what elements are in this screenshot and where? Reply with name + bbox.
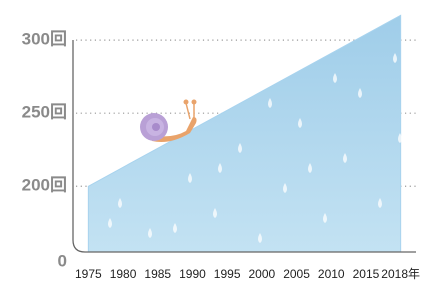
x-tick-label: 1975 xyxy=(75,267,102,281)
y-tick-label: 300回 xyxy=(22,30,67,49)
x-tick-label: 2010 xyxy=(318,267,345,281)
area xyxy=(88,15,400,252)
x-tick-label: 1985 xyxy=(144,267,171,281)
y-tick-label: 200回 xyxy=(22,176,67,195)
x-tick-label: 1995 xyxy=(214,267,241,281)
x-tick-label: 1980 xyxy=(110,267,137,281)
x-tick-label: 2000 xyxy=(248,267,275,281)
y-tick-label: 0 xyxy=(58,251,67,270)
chart: 0 200回 250回 300回 1975 1980 1985 1990 1995 2000 200… xyxy=(0,0,447,288)
x-tick-label: 2018年 xyxy=(381,267,420,281)
x-tick-label: 2005 xyxy=(283,267,310,281)
x-tick-label: 1990 xyxy=(179,267,206,281)
y-tick-label: 250回 xyxy=(22,103,67,122)
x-tick-label: 2015 xyxy=(353,267,380,281)
